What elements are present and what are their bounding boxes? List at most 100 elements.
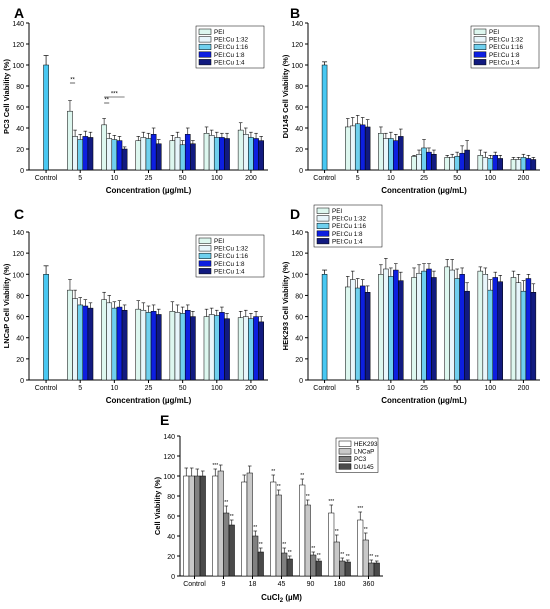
y-tick-label: 120 bbox=[291, 42, 303, 49]
bar-pei-cu-1-16 bbox=[520, 157, 527, 171]
bar-pei-cu-1-32 bbox=[242, 316, 249, 381]
bar-du145 bbox=[315, 560, 322, 577]
x-axis-label-subscript: 2 bbox=[280, 598, 284, 604]
bar-pei-cu-1-16 bbox=[421, 147, 427, 171]
y-tick-label: 40 bbox=[167, 534, 175, 541]
x-tick-label: 50 bbox=[453, 175, 461, 182]
y-tick-label: 80 bbox=[295, 84, 303, 91]
bar-du145 bbox=[373, 562, 380, 577]
y-tick-label: 120 bbox=[12, 42, 24, 49]
legend-swatch bbox=[198, 43, 212, 50]
y-tick-label: 0 bbox=[299, 168, 303, 175]
bar-pei-cu-1-16 bbox=[487, 158, 494, 171]
y-tick-label: 120 bbox=[163, 454, 175, 461]
bar-pei bbox=[135, 140, 142, 171]
significance-marker: ** bbox=[70, 78, 75, 84]
x-tick-label: Control bbox=[35, 385, 58, 392]
significance-marker: ** bbox=[253, 525, 257, 531]
control-bar bbox=[43, 64, 49, 171]
significance-marker: ** bbox=[288, 550, 292, 556]
bar-pei-cu-1-4 bbox=[258, 321, 264, 381]
bar-pei-cu-1-16 bbox=[77, 304, 84, 381]
bar-pei-cu-1-32 bbox=[350, 279, 356, 381]
y-tick-label: 140 bbox=[291, 230, 303, 237]
bar-pei-cu-1-8 bbox=[253, 316, 259, 381]
x-tick-label: 45 bbox=[278, 581, 286, 588]
bar-pei-cu-1-8 bbox=[359, 124, 366, 171]
x-tick-label: 25 bbox=[145, 385, 153, 392]
significance-marker: ** bbox=[104, 98, 109, 104]
bar-pei-cu-1-4 bbox=[530, 159, 537, 171]
panel-b-viability-chart: B 0 20 40 60 80 100 120 140 DU145 Cell Viability … bbox=[281, 5, 540, 195]
bar-pei-cu-1-4 bbox=[190, 316, 196, 381]
x-axis-label: CuCl2 (µM) bbox=[261, 593, 302, 604]
bar-pei-cu-1-4 bbox=[497, 281, 503, 381]
bar-pei-cu-1-16 bbox=[145, 138, 152, 171]
bar-du145 bbox=[199, 475, 206, 577]
bar-pei-cu-1-4 bbox=[224, 318, 230, 381]
legend-swatch bbox=[473, 36, 487, 43]
significance-marker: ** bbox=[300, 473, 304, 479]
y-tick-label: 60 bbox=[167, 514, 175, 521]
bar-pei-cu-1-4 bbox=[497, 158, 503, 171]
panel-letter: C bbox=[14, 206, 24, 222]
bar-pei bbox=[237, 129, 244, 171]
bar-pei-cu-1-4 bbox=[530, 292, 537, 381]
bar-pei-cu-1-8 bbox=[359, 285, 366, 381]
bar-hek293 bbox=[357, 519, 364, 577]
legend-entry: PEI:Cu 1:32 bbox=[332, 216, 366, 223]
y-tick-label: 80 bbox=[167, 494, 175, 501]
bar-pei-cu-1-4 bbox=[431, 277, 437, 381]
significance-marker: ** bbox=[271, 469, 275, 475]
bar-pei bbox=[169, 140, 176, 171]
bar-pei-cu-1-16 bbox=[111, 307, 118, 381]
bar-pei-cu-1-16 bbox=[487, 289, 494, 381]
bar-pei-cu-1-16 bbox=[179, 313, 186, 381]
y-tick-label: 100 bbox=[163, 474, 175, 481]
legend-swatch bbox=[473, 51, 487, 58]
legend-entry: PEI bbox=[489, 29, 499, 36]
x-tick-label: 10 bbox=[387, 175, 395, 182]
bar-pei-cu-1-4 bbox=[121, 148, 128, 171]
bar-pei-cu-1-4 bbox=[155, 314, 162, 381]
legend-swatch bbox=[198, 28, 212, 35]
x-tick-label: 25 bbox=[145, 175, 153, 182]
bar-pei-cu-1-8 bbox=[525, 158, 532, 171]
bar-pei-cu-1-8 bbox=[82, 136, 89, 171]
legend-swatch bbox=[338, 440, 352, 447]
legend-entry: PEI:Cu 1:4 bbox=[489, 59, 520, 66]
bar-pei-cu-1-16 bbox=[248, 137, 254, 171]
y-axis-label: PC3 Cell Viability (%) bbox=[2, 59, 11, 134]
x-axis-label: Concentration (µg/mL) bbox=[381, 396, 467, 405]
bar-pei-cu-1-32 bbox=[416, 272, 422, 381]
bar-pei-cu-1-32 bbox=[449, 269, 455, 381]
significance-marker: *** bbox=[111, 92, 119, 98]
legend-entry: PC3 bbox=[354, 456, 367, 463]
bar-pei-cu-1-16 bbox=[213, 315, 220, 381]
x-tick-label: 100 bbox=[211, 385, 223, 392]
panel-letter: D bbox=[290, 206, 300, 222]
control-bar bbox=[43, 274, 49, 381]
y-tick-label: 0 bbox=[20, 168, 24, 175]
bar-pei-cu-1-8 bbox=[253, 138, 259, 171]
bar-pei-cu-1-32 bbox=[72, 136, 78, 171]
bar-pei-cu-1-32 bbox=[106, 138, 113, 171]
bar-pei bbox=[378, 274, 384, 381]
bar-pei bbox=[101, 299, 107, 381]
bar-pei bbox=[169, 311, 176, 381]
bar-pei-cu-1-4 bbox=[258, 140, 264, 171]
bar-pei bbox=[237, 317, 244, 381]
bar-pei bbox=[510, 277, 517, 381]
y-tick-label: 60 bbox=[16, 105, 24, 112]
bar-pei-cu-1-32 bbox=[174, 137, 181, 171]
x-tick-label: 100 bbox=[211, 175, 223, 182]
bar-pei-cu-1-32 bbox=[174, 312, 181, 381]
bar-lncap bbox=[362, 539, 369, 577]
legend-entry: PEI:Cu 1:8 bbox=[214, 261, 245, 268]
bar-pei-cu-1-32 bbox=[106, 302, 113, 381]
bar-hek293 bbox=[212, 475, 219, 577]
y-axis-label: LNCaP Cell Viability (%) bbox=[2, 263, 11, 348]
legend-entry: PEI:Cu 1:4 bbox=[332, 238, 363, 245]
bar-pei-cu-1-16 bbox=[354, 123, 361, 171]
y-tick-label: 0 bbox=[20, 378, 24, 385]
